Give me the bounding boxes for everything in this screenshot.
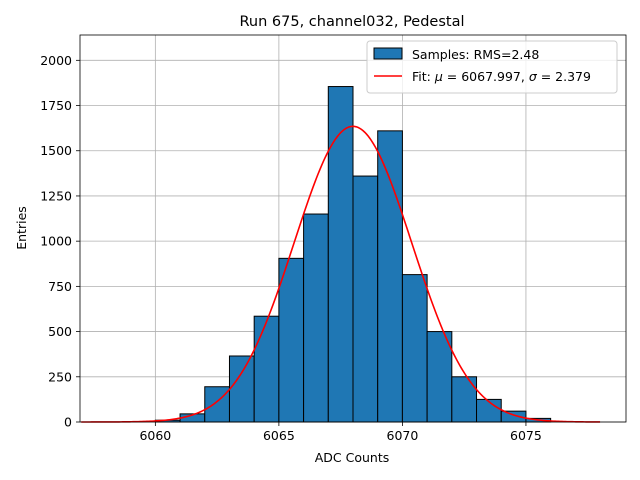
histogram-bar bbox=[228, 355, 255, 423]
legend-label-fit: Fit: μ = 6067.997, σ = 2.379 bbox=[412, 69, 591, 84]
x-tick-label: 6065 bbox=[263, 428, 295, 443]
legend-label-samples: Samples: RMS=2.48 bbox=[412, 47, 539, 62]
y-axis-ticks: 0 250 500 750 1000 1250 1500 1750 2000 bbox=[40, 53, 80, 430]
histogram-bar bbox=[426, 331, 453, 423]
plot-frame bbox=[79, 34, 627, 423]
x-tick-label: 6070 bbox=[387, 428, 419, 443]
x-axis-label: ADC Counts bbox=[315, 450, 390, 465]
legend-fit-mu-value: = 6067.997, bbox=[443, 69, 529, 84]
legend-fit-prefix: Fit: bbox=[412, 69, 435, 84]
histogram-bar bbox=[401, 274, 428, 423]
y-tick-label: 1750 bbox=[40, 98, 72, 113]
histogram-bars bbox=[154, 86, 552, 423]
chart-title: Run 675, channel032, Pedestal bbox=[239, 14, 464, 30]
histogram-bar bbox=[278, 257, 305, 423]
histogram-bar bbox=[253, 315, 280, 423]
y-axis-label: Entries bbox=[14, 206, 29, 250]
x-tick-label: 6075 bbox=[510, 428, 542, 443]
fit-curve-group bbox=[81, 125, 601, 423]
y-tick-label: 250 bbox=[48, 369, 72, 384]
legend-fit-sigma-value: = 2.379 bbox=[537, 69, 591, 84]
x-axis-ticks: 6060 6065 6070 6075 bbox=[139, 422, 542, 443]
legend-fit-sigma-symbol: σ bbox=[529, 69, 538, 84]
legend-box bbox=[366, 40, 618, 94]
histogram-bar bbox=[476, 398, 502, 423]
y-tick-label: 2000 bbox=[40, 53, 72, 68]
histogram-bar bbox=[352, 175, 379, 423]
histogram-bar bbox=[377, 130, 403, 423]
y-tick-label: 500 bbox=[48, 324, 72, 339]
histogram-bar bbox=[204, 386, 230, 423]
legend-swatch-samples bbox=[373, 47, 403, 60]
x-tick-label: 6060 bbox=[139, 428, 171, 443]
y-tick-label: 0 bbox=[64, 415, 72, 430]
y-tick-label: 1250 bbox=[40, 188, 72, 203]
fit-curve bbox=[81, 125, 601, 423]
y-tick-label: 1500 bbox=[40, 143, 72, 158]
legend: Samples: RMS=2.48 Fit: μ = 6067.997, σ =… bbox=[366, 40, 618, 94]
histogram-bar bbox=[303, 213, 329, 423]
y-tick-label: 1000 bbox=[40, 234, 72, 249]
legend-fit-mu-symbol: μ bbox=[434, 69, 443, 84]
histogram-bar bbox=[451, 376, 478, 423]
y-tick-label: 750 bbox=[48, 279, 72, 294]
histogram-bar bbox=[327, 86, 354, 423]
